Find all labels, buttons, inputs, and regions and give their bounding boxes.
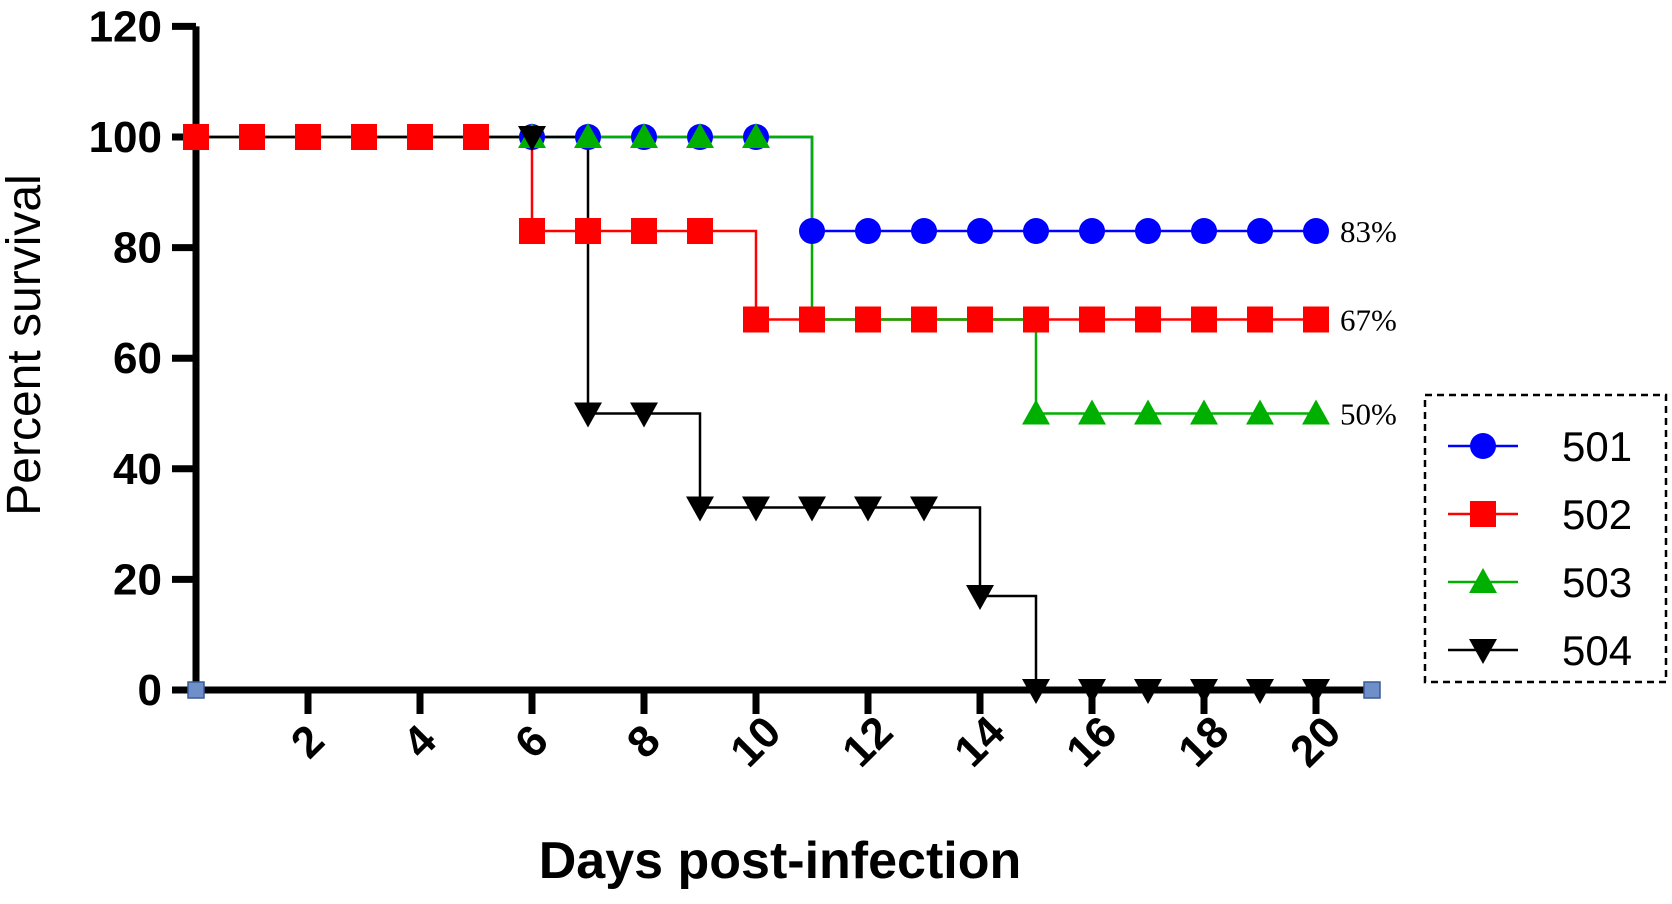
marker-502 bbox=[967, 306, 993, 333]
legend-marker-504 bbox=[1469, 639, 1497, 664]
x-tick-label: 20 bbox=[1281, 707, 1350, 776]
marker-501 bbox=[855, 218, 881, 245]
marker-502 bbox=[1079, 306, 1105, 333]
y-tick-label: 40 bbox=[113, 445, 162, 494]
y-axis-title: Percent survival bbox=[0, 174, 51, 515]
marker-503 bbox=[686, 123, 714, 148]
marker-501 bbox=[911, 218, 937, 245]
marker-502 bbox=[631, 218, 657, 245]
marker-502 bbox=[519, 218, 545, 245]
marker-502 bbox=[687, 218, 713, 245]
marker-502 bbox=[351, 124, 377, 150]
marker-503 bbox=[630, 123, 658, 148]
marker-502 bbox=[1023, 306, 1049, 333]
legend-label-502: 502 bbox=[1562, 491, 1632, 538]
x-tick-label: 16 bbox=[1057, 707, 1126, 776]
end-label-503: 50% bbox=[1340, 397, 1397, 432]
series-line-504 bbox=[196, 135, 1316, 692]
marker-502 bbox=[1247, 306, 1273, 333]
y-tick-label: 80 bbox=[113, 224, 162, 273]
marker-502 bbox=[855, 306, 881, 333]
y-tick-label: 60 bbox=[113, 334, 162, 383]
legend-marker-503 bbox=[1469, 568, 1497, 593]
axis-end-marker bbox=[1363, 681, 1381, 699]
marker-502 bbox=[183, 124, 209, 150]
marker-502 bbox=[799, 306, 825, 333]
marker-502 bbox=[575, 218, 601, 245]
y-tick-label: 20 bbox=[113, 555, 162, 604]
legend-box bbox=[1423, 393, 1668, 684]
marker-501 bbox=[967, 218, 993, 245]
marker-502 bbox=[911, 306, 937, 333]
legend-label-503: 503 bbox=[1562, 559, 1632, 606]
marker-504 bbox=[1022, 679, 1050, 704]
end-labels: 83% 67% 50% bbox=[1340, 214, 1397, 431]
marker-501 bbox=[1247, 218, 1273, 245]
marker-504 bbox=[1134, 679, 1162, 704]
x-tick-label: 14 bbox=[945, 707, 1015, 777]
marker-503 bbox=[574, 123, 602, 148]
legend-label-501: 501 bbox=[1562, 423, 1632, 470]
x-tick-labels: 2 4 6 8 10 12 14 16 18 20 bbox=[282, 707, 1351, 777]
marker-502 bbox=[463, 124, 489, 150]
marker-501 bbox=[1135, 218, 1161, 245]
marker-504 bbox=[686, 496, 714, 522]
x-tick-label: 12 bbox=[833, 707, 902, 776]
marker-503 bbox=[1246, 399, 1274, 425]
marker-502 bbox=[1191, 306, 1217, 333]
legend-marker-501 bbox=[1470, 433, 1496, 459]
marker-503 bbox=[1302, 399, 1330, 425]
marker-501 bbox=[1023, 218, 1049, 245]
marker-502 bbox=[1135, 306, 1161, 333]
legend-label-504: 504 bbox=[1562, 627, 1632, 674]
marker-504 bbox=[1078, 679, 1106, 704]
y-tick-label: 0 bbox=[138, 666, 162, 715]
x-tick-label: 18 bbox=[1169, 707, 1238, 776]
marker-502 bbox=[407, 124, 433, 150]
x-tick-label: 8 bbox=[618, 716, 670, 768]
x-tick-label: 2 bbox=[282, 716, 334, 768]
marker-503 bbox=[1078, 399, 1106, 425]
marker-504 bbox=[742, 496, 770, 522]
marker-504 bbox=[518, 126, 546, 151]
series-markers bbox=[183, 123, 1381, 704]
y-tick-label: 100 bbox=[89, 113, 162, 162]
marker-504 bbox=[630, 402, 658, 428]
marker-503 bbox=[742, 123, 770, 148]
marker-501 bbox=[1303, 218, 1329, 245]
marker-504 bbox=[1246, 679, 1274, 704]
legend-marker-502 bbox=[1470, 501, 1496, 527]
end-label-502: 67% bbox=[1340, 302, 1397, 337]
marker-504 bbox=[1302, 679, 1330, 704]
end-label-501: 83% bbox=[1340, 214, 1397, 249]
series-line-501 bbox=[196, 135, 1316, 233]
y-tick-labels: 0 20 40 60 80 100 120 bbox=[89, 2, 162, 715]
x-tick-label: 6 bbox=[506, 716, 558, 768]
marker-504 bbox=[966, 584, 994, 610]
marker-501 bbox=[1191, 218, 1217, 245]
marker-504 bbox=[574, 402, 602, 428]
marker-502 bbox=[295, 124, 321, 150]
marker-504 bbox=[854, 496, 882, 522]
marker-502 bbox=[239, 124, 265, 150]
marker-501 bbox=[799, 218, 825, 245]
marker-503 bbox=[1022, 399, 1050, 425]
x-axis-title: Days post-infection bbox=[539, 832, 1022, 890]
axis-end-marker bbox=[187, 681, 205, 699]
marker-502 bbox=[743, 306, 769, 333]
y-tick-label: 120 bbox=[89, 2, 162, 51]
marker-504 bbox=[910, 496, 938, 522]
marker-504 bbox=[1190, 679, 1218, 704]
marker-501 bbox=[1079, 218, 1105, 245]
marker-503 bbox=[1134, 399, 1162, 425]
x-tick-label: 4 bbox=[394, 715, 446, 767]
legend: 501 502 503 504 bbox=[1423, 393, 1668, 684]
marker-504 bbox=[798, 496, 826, 522]
marker-503 bbox=[1190, 399, 1218, 425]
x-tick-label: 10 bbox=[721, 707, 790, 776]
marker-502 bbox=[1303, 306, 1329, 333]
